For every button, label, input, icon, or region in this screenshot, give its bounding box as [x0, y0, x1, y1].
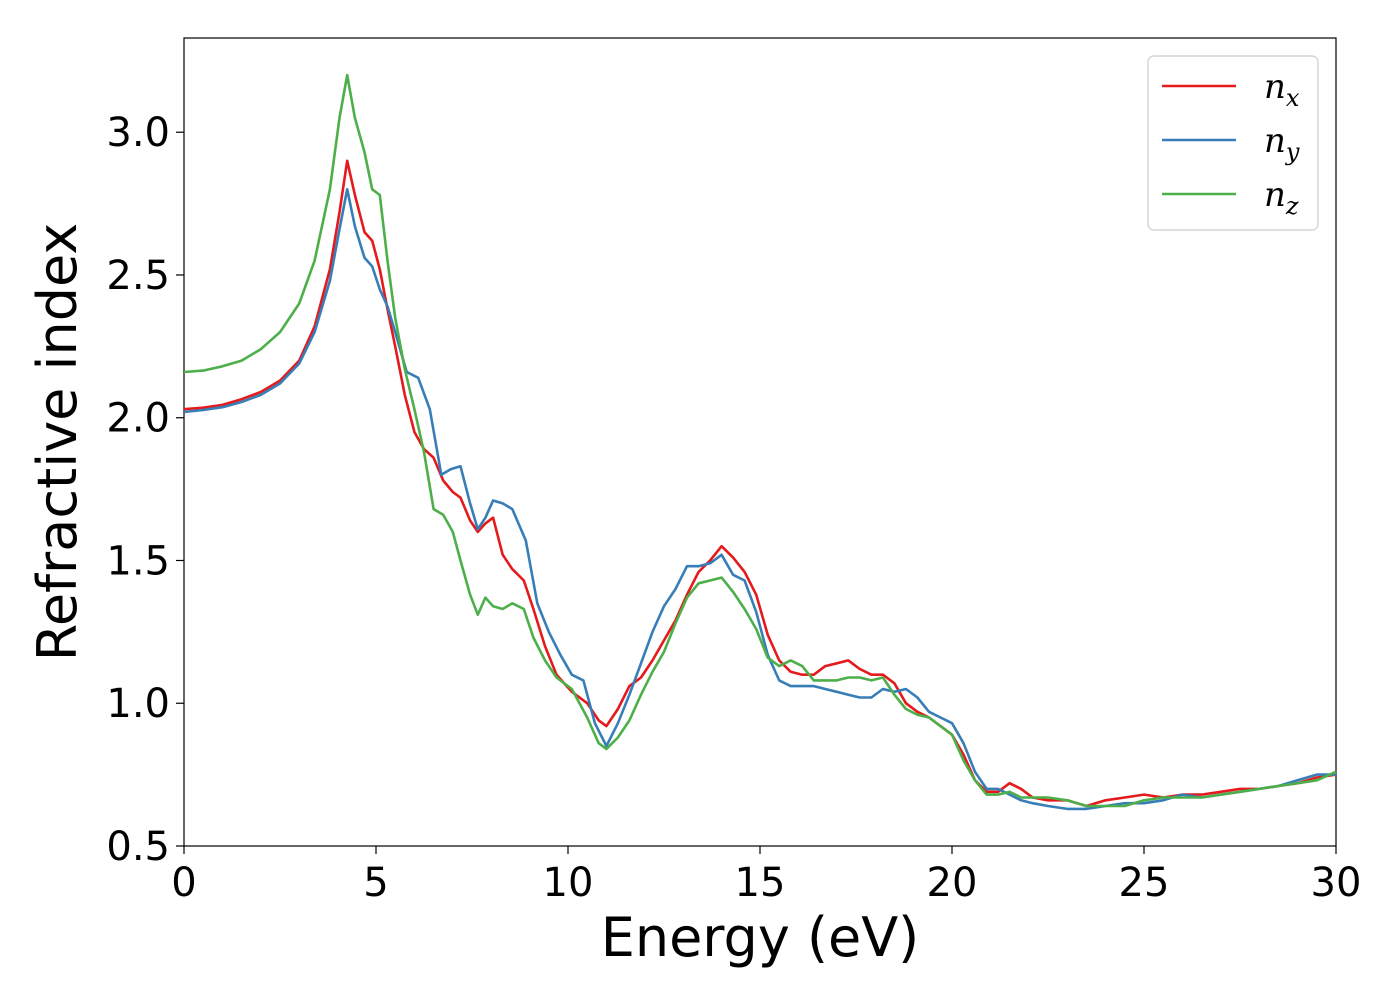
series-layer: [183, 73, 1337, 811]
legend-label-n_x: nx: [1264, 67, 1300, 112]
x-tick-label: 25: [1119, 860, 1170, 906]
x-axis: 0 5 10 15 20 25 30: [171, 846, 1361, 906]
y-tick-label: 0.5: [106, 824, 170, 870]
x-tick-label: 10: [543, 860, 594, 906]
y-axis-title: Refractive index: [26, 223, 89, 662]
legend: nx ny nz: [1147, 55, 1319, 231]
series-line-n_x: [183, 159, 1337, 808]
series-line-n_y: [183, 188, 1336, 811]
y-tick-label: 2.5: [106, 253, 170, 299]
legend-label-n_z: nz: [1264, 175, 1299, 220]
x-tick-label: 30: [1311, 860, 1362, 906]
x-tick-label: 15: [735, 860, 786, 906]
y-tick-label: 1.5: [106, 538, 170, 584]
x-axis-title: Energy (eV): [601, 906, 920, 969]
y-axis: 0.5 1.0 1.5 2.0 2.5 3.0: [106, 110, 184, 870]
x-tick-label: 0: [171, 860, 196, 906]
x-tick-label: 5: [363, 860, 388, 906]
legend-label-n_y: ny: [1264, 121, 1300, 166]
y-tick-label: 3.0: [106, 110, 170, 156]
y-tick-label: 1.0: [106, 681, 170, 727]
x-tick-label: 20: [927, 860, 978, 906]
series-line-n_z: [183, 73, 1337, 808]
y-tick-label: 2.0: [106, 396, 170, 442]
legend-box: [1147, 55, 1319, 231]
